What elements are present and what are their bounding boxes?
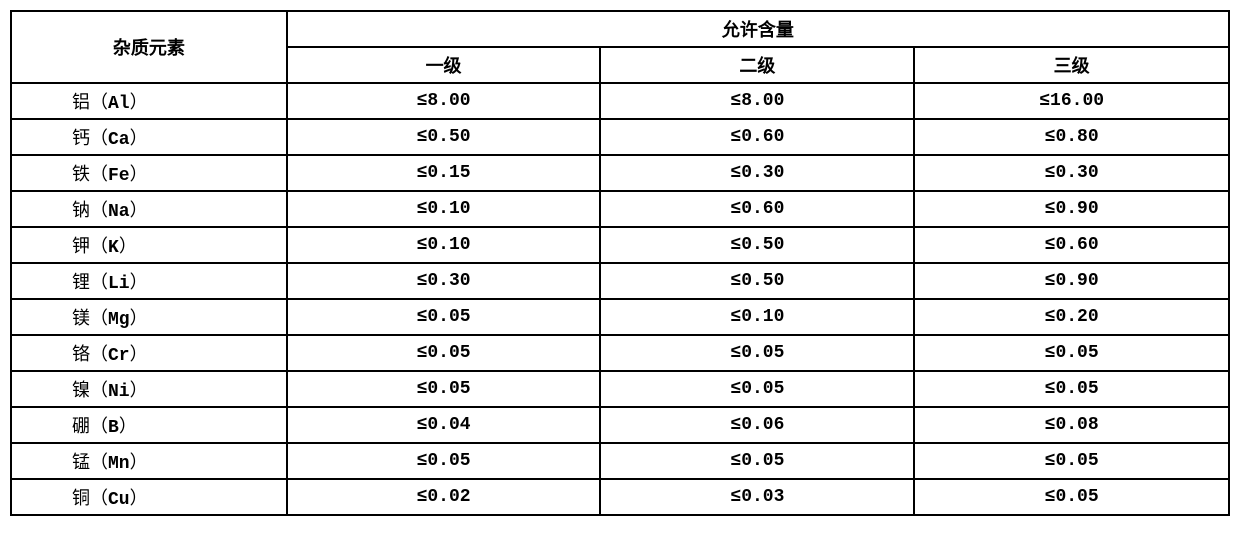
cell-element: 镁（Mg）: [11, 299, 287, 335]
cell-element: 铜（Cu）: [11, 479, 287, 515]
cell-grade-1: ≤0.04: [287, 407, 601, 443]
cell-grade-2: ≤0.05: [600, 371, 914, 407]
cell-grade-3: ≤0.60: [914, 227, 1229, 263]
element-symbol: Cu: [108, 490, 130, 510]
table-row: 铬（Cr）≤0.05≤0.05≤0.05: [11, 335, 1229, 371]
cell-element: 钠（Na）: [11, 191, 287, 227]
table-row: 钠（Na）≤0.10≤0.60≤0.90: [11, 191, 1229, 227]
table-row: 钙（Ca）≤0.50≤0.60≤0.80: [11, 119, 1229, 155]
cell-grade-3: ≤0.05: [914, 479, 1229, 515]
cell-element: 镍（Ni）: [11, 371, 287, 407]
element-symbol: Na: [108, 202, 130, 222]
element-name: 铝: [72, 92, 90, 112]
cell-grade-2: ≤0.05: [600, 443, 914, 479]
cell-grade-2: ≤0.05: [600, 335, 914, 371]
table-row: 铜（Cu）≤0.02≤0.03≤0.05: [11, 479, 1229, 515]
cell-grade-1: ≤0.50: [287, 119, 601, 155]
cell-grade-2: ≤0.60: [600, 119, 914, 155]
cell-element: 铬（Cr）: [11, 335, 287, 371]
cell-grade-2: ≤0.50: [600, 227, 914, 263]
cell-element: 铁（Fe）: [11, 155, 287, 191]
cell-grade-1: ≤0.10: [287, 191, 601, 227]
header-element: 杂质元素: [11, 11, 287, 83]
cell-grade-1: ≤0.30: [287, 263, 601, 299]
element-symbol: Mn: [108, 454, 130, 474]
cell-grade-2: ≤0.50: [600, 263, 914, 299]
element-name: 锰: [72, 452, 90, 472]
cell-grade-3: ≤0.90: [914, 191, 1229, 227]
cell-element: 锂（Li）: [11, 263, 287, 299]
cell-element: 锰（Mn）: [11, 443, 287, 479]
element-name: 镁: [72, 308, 90, 328]
table-body: 铝（Al）≤8.00≤8.00≤16.00钙（Ca）≤0.50≤0.60≤0.8…: [11, 83, 1229, 515]
element-name: 硼: [72, 416, 90, 436]
element-name: 铜: [72, 488, 90, 508]
element-symbol: K: [108, 238, 119, 258]
cell-grade-3: ≤0.80: [914, 119, 1229, 155]
header-grade-2: 二级: [600, 47, 914, 83]
header-row-1: 杂质元素 允许含量: [11, 11, 1229, 47]
cell-grade-2: ≤8.00: [600, 83, 914, 119]
element-name: 铬: [72, 344, 90, 364]
cell-grade-3: ≤0.05: [914, 335, 1229, 371]
cell-grade-3: ≤0.90: [914, 263, 1229, 299]
cell-grade-1: ≤0.15: [287, 155, 601, 191]
impurity-table: 杂质元素 允许含量 一级 二级 三级 铝（Al）≤8.00≤8.00≤16.00…: [10, 10, 1230, 516]
element-name: 锂: [72, 272, 90, 292]
element-name: 钙: [72, 128, 90, 148]
element-name: 铁: [72, 164, 90, 184]
element-symbol: Al: [108, 94, 130, 114]
cell-grade-1: ≤8.00: [287, 83, 601, 119]
cell-element: 钾（K）: [11, 227, 287, 263]
element-symbol: Fe: [108, 166, 130, 186]
element-name: 钠: [72, 200, 90, 220]
cell-grade-3: ≤0.20: [914, 299, 1229, 335]
table-row: 锰（Mn）≤0.05≤0.05≤0.05: [11, 443, 1229, 479]
header-grade-1: 一级: [287, 47, 601, 83]
cell-grade-2: ≤0.03: [600, 479, 914, 515]
table-header: 杂质元素 允许含量 一级 二级 三级: [11, 11, 1229, 83]
element-symbol: B: [108, 418, 119, 438]
element-name: 钾: [72, 236, 90, 256]
element-name: 镍: [72, 380, 90, 400]
cell-grade-1: ≤0.05: [287, 335, 601, 371]
element-symbol: Ca: [108, 130, 130, 150]
cell-grade-2: ≤0.10: [600, 299, 914, 335]
table-row: 锂（Li）≤0.30≤0.50≤0.90: [11, 263, 1229, 299]
cell-element: 钙（Ca）: [11, 119, 287, 155]
element-symbol: Ni: [108, 382, 130, 402]
header-allowed: 允许含量: [287, 11, 1229, 47]
header-grade-3: 三级: [914, 47, 1229, 83]
cell-grade-3: ≤0.05: [914, 371, 1229, 407]
cell-grade-2: ≤0.06: [600, 407, 914, 443]
cell-element: 硼（B）: [11, 407, 287, 443]
cell-grade-3: ≤0.05: [914, 443, 1229, 479]
cell-grade-1: ≤0.10: [287, 227, 601, 263]
cell-grade-1: ≤0.05: [287, 443, 601, 479]
cell-grade-3: ≤0.30: [914, 155, 1229, 191]
cell-element: 铝（Al）: [11, 83, 287, 119]
element-symbol: Mg: [108, 310, 130, 330]
cell-grade-1: ≤0.05: [287, 371, 601, 407]
table-row: 镍（Ni）≤0.05≤0.05≤0.05: [11, 371, 1229, 407]
cell-grade-2: ≤0.30: [600, 155, 914, 191]
table-row: 镁（Mg）≤0.05≤0.10≤0.20: [11, 299, 1229, 335]
cell-grade-3: ≤16.00: [914, 83, 1229, 119]
element-symbol: Cr: [108, 346, 130, 366]
cell-grade-3: ≤0.08: [914, 407, 1229, 443]
cell-grade-2: ≤0.60: [600, 191, 914, 227]
cell-grade-1: ≤0.02: [287, 479, 601, 515]
element-symbol: Li: [108, 274, 130, 294]
cell-grade-1: ≤0.05: [287, 299, 601, 335]
table-row: 铁（Fe）≤0.15≤0.30≤0.30: [11, 155, 1229, 191]
table-row: 钾（K）≤0.10≤0.50≤0.60: [11, 227, 1229, 263]
table-row: 硼（B）≤0.04≤0.06≤0.08: [11, 407, 1229, 443]
table-row: 铝（Al）≤8.00≤8.00≤16.00: [11, 83, 1229, 119]
